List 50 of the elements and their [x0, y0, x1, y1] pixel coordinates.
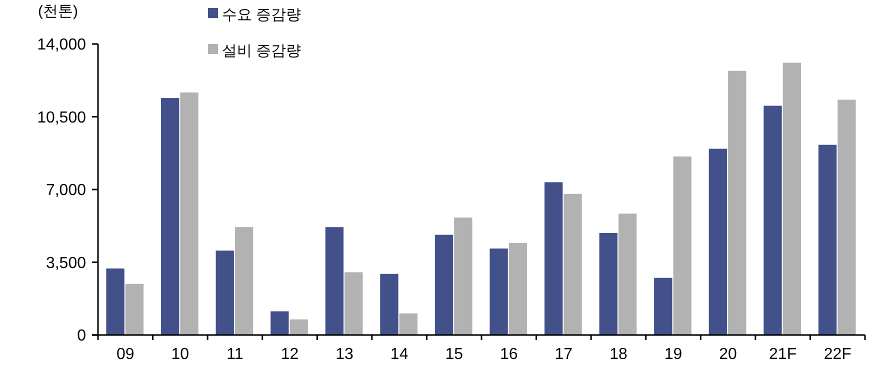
- x-tick-label: 22F: [824, 346, 852, 363]
- bar: [325, 227, 344, 335]
- bar: [708, 148, 728, 335]
- bar: [125, 284, 144, 335]
- x-tick-label: 12: [280, 346, 299, 363]
- x-tick-label: 13: [336, 346, 354, 363]
- bar: [434, 234, 454, 335]
- bar: [344, 272, 363, 335]
- bar: [180, 92, 198, 335]
- bar: [508, 242, 528, 335]
- bar: [764, 106, 782, 335]
- bar: [216, 250, 234, 335]
- bar: [544, 182, 563, 335]
- x-tick-label: 09: [116, 346, 134, 363]
- bar: [270, 311, 289, 335]
- y-tick-label: 14,000: [37, 36, 86, 54]
- bar: [454, 218, 472, 335]
- y-axis-title: (천톤): [38, 3, 78, 20]
- bar: [618, 214, 637, 335]
- bar: [564, 194, 582, 335]
- bar: [728, 70, 746, 335]
- y-tick-label: 7,000: [46, 182, 86, 200]
- x-tick-label: 20: [719, 346, 738, 363]
- x-tick-label: 21F: [769, 346, 797, 363]
- bar: [490, 248, 508, 335]
- legend-label: 수요 증감량: [222, 6, 302, 24]
- x-tick-label: 14: [390, 346, 408, 363]
- x-tick-label: 16: [500, 346, 518, 363]
- x-tick-label: 18: [610, 346, 628, 363]
- bar: [290, 319, 308, 335]
- x-tick-label: 10: [171, 346, 190, 363]
- bar: [654, 278, 672, 335]
- x-tick-label: 17: [554, 346, 573, 363]
- bar: [673, 156, 692, 335]
- y-tick-label: 3,500: [46, 254, 86, 272]
- y-tick-label: 10,500: [37, 109, 86, 126]
- x-tick-label: 19: [664, 346, 682, 363]
- x-tick-label: 15: [445, 346, 464, 363]
- bar: [380, 274, 398, 335]
- bar: [599, 232, 618, 335]
- bar: [399, 313, 418, 335]
- x-tick-label: 11: [226, 346, 244, 363]
- y-tick-label: 0: [77, 328, 86, 345]
- bar: [161, 98, 180, 335]
- bar: [818, 144, 837, 335]
- legend-label: 설비 증감량: [222, 42, 302, 60]
- bar: [838, 100, 856, 335]
- bar: [782, 62, 801, 335]
- bar: [106, 268, 124, 335]
- bar: [234, 227, 254, 335]
